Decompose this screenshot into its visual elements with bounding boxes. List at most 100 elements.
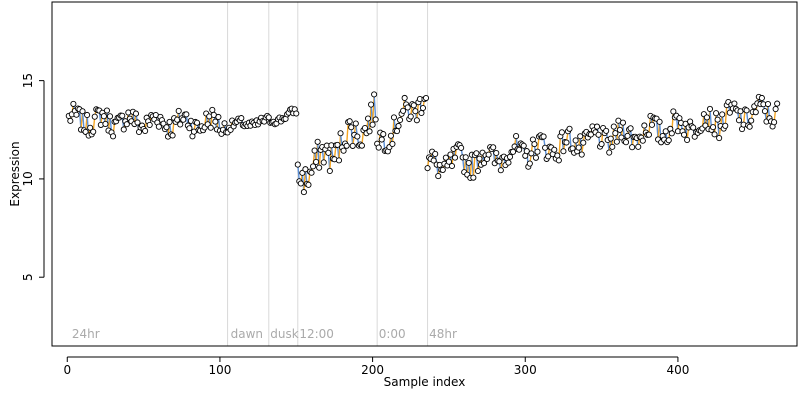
data-point bbox=[104, 108, 109, 113]
data-point bbox=[640, 138, 645, 143]
data-point bbox=[723, 123, 728, 128]
region-label: 24hr bbox=[72, 327, 100, 341]
data-point bbox=[362, 125, 367, 130]
data-point bbox=[747, 124, 752, 129]
data-point bbox=[732, 101, 737, 106]
data-point bbox=[532, 142, 537, 147]
data-point bbox=[266, 115, 271, 120]
data-point bbox=[617, 127, 622, 132]
data-point bbox=[649, 122, 654, 127]
data-point bbox=[555, 153, 560, 158]
y-tick-label: 5 bbox=[21, 273, 35, 281]
data-point bbox=[449, 163, 454, 168]
data-point bbox=[376, 145, 381, 150]
data-point bbox=[327, 168, 332, 173]
data-point bbox=[753, 110, 758, 115]
data-point bbox=[194, 120, 199, 125]
data-point bbox=[628, 126, 633, 131]
data-point bbox=[294, 111, 299, 116]
data-point bbox=[608, 136, 613, 141]
data-point bbox=[414, 118, 419, 123]
data-point bbox=[411, 103, 416, 108]
x-tick-label: 200 bbox=[361, 363, 384, 377]
data-point bbox=[181, 117, 186, 122]
data-point bbox=[176, 108, 181, 113]
data-point bbox=[507, 154, 512, 159]
data-point bbox=[613, 131, 618, 136]
data-point bbox=[452, 155, 457, 160]
data-point bbox=[107, 114, 112, 119]
data-point bbox=[353, 121, 358, 126]
data-point bbox=[210, 107, 215, 112]
data-point bbox=[216, 114, 221, 119]
data-point bbox=[420, 105, 425, 110]
data-point bbox=[642, 123, 647, 128]
data-point bbox=[184, 112, 189, 117]
series-segment bbox=[715, 113, 717, 134]
x-tick-label: 100 bbox=[208, 363, 231, 377]
data-point bbox=[474, 151, 479, 156]
data-point bbox=[74, 112, 79, 117]
y-tick-label: 10 bbox=[21, 171, 35, 186]
data-point bbox=[423, 95, 428, 100]
data-point bbox=[390, 141, 395, 146]
data-point bbox=[103, 121, 108, 126]
data-point bbox=[164, 125, 169, 130]
data-point bbox=[765, 101, 770, 106]
data-point bbox=[341, 148, 346, 153]
data-point bbox=[187, 126, 192, 131]
plot-frame bbox=[52, 2, 797, 346]
data-points bbox=[66, 92, 780, 195]
data-point bbox=[301, 189, 306, 194]
data-point bbox=[120, 113, 125, 118]
data-point bbox=[85, 112, 90, 117]
data-point bbox=[611, 124, 616, 129]
data-point bbox=[91, 129, 96, 134]
data-point bbox=[367, 129, 372, 134]
region-label: dawn bbox=[231, 327, 263, 341]
data-point bbox=[636, 144, 641, 149]
separators bbox=[228, 2, 428, 346]
data-point bbox=[326, 150, 331, 155]
y-tick-label: 15 bbox=[21, 73, 35, 88]
data-point bbox=[529, 151, 534, 156]
data-point bbox=[101, 114, 106, 119]
x-axis-title: Sample index bbox=[384, 375, 466, 389]
data-point bbox=[295, 162, 300, 167]
data-point bbox=[347, 119, 352, 124]
region-label: 48hr bbox=[429, 327, 457, 341]
data-point bbox=[486, 152, 491, 157]
data-point bbox=[401, 108, 406, 113]
data-point bbox=[744, 108, 749, 113]
data-point bbox=[373, 117, 378, 122]
data-point bbox=[681, 132, 686, 137]
data-point bbox=[576, 145, 581, 150]
data-point bbox=[71, 101, 76, 106]
data-point bbox=[720, 112, 725, 117]
data-point bbox=[581, 140, 586, 145]
data-point bbox=[494, 150, 499, 155]
data-point bbox=[350, 143, 355, 148]
region-label: 0:00 bbox=[379, 327, 406, 341]
data-point bbox=[433, 151, 438, 156]
data-point bbox=[579, 152, 584, 157]
data-point bbox=[344, 143, 349, 148]
data-point bbox=[147, 122, 152, 127]
data-point bbox=[372, 92, 377, 97]
data-point bbox=[381, 132, 386, 137]
data-point bbox=[556, 158, 561, 163]
data-point bbox=[513, 133, 518, 138]
data-point bbox=[110, 134, 115, 139]
data-point bbox=[143, 128, 148, 133]
data-point bbox=[498, 168, 503, 173]
data-point bbox=[772, 120, 777, 125]
data-point bbox=[749, 118, 754, 123]
data-point bbox=[533, 155, 538, 160]
data-point bbox=[425, 166, 430, 171]
data-point bbox=[355, 134, 360, 139]
data-point bbox=[463, 155, 468, 160]
data-point bbox=[92, 114, 97, 119]
data-point bbox=[775, 101, 780, 106]
data-point bbox=[477, 156, 482, 161]
